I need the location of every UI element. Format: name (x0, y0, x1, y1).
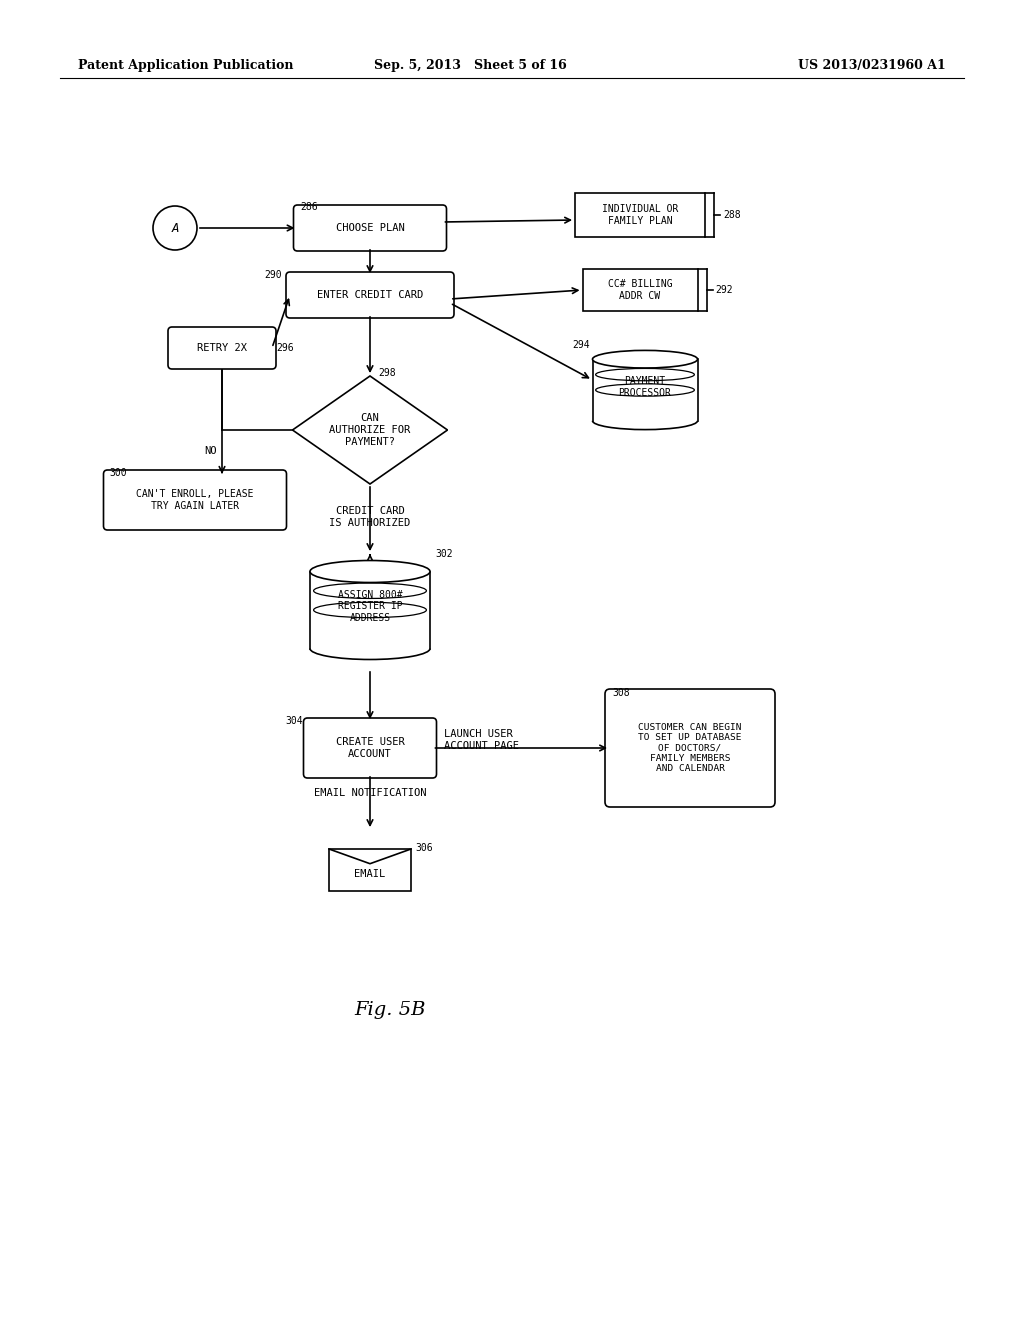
FancyBboxPatch shape (168, 327, 276, 370)
Bar (310, 572, 430, 648)
Text: 304: 304 (285, 715, 302, 726)
Bar (593, 359, 697, 421)
Text: 290: 290 (264, 271, 282, 280)
Text: CC# BILLING
ADDR CW: CC# BILLING ADDR CW (607, 280, 673, 301)
Text: 294: 294 (571, 341, 590, 350)
Text: Sep. 5, 2013   Sheet 5 of 16: Sep. 5, 2013 Sheet 5 of 16 (374, 58, 566, 71)
Text: 288: 288 (723, 210, 740, 220)
Text: 308: 308 (612, 688, 630, 698)
Polygon shape (293, 376, 447, 484)
Ellipse shape (593, 350, 697, 368)
Text: 306: 306 (415, 843, 432, 853)
Circle shape (153, 206, 197, 249)
Text: CREATE USER
ACCOUNT: CREATE USER ACCOUNT (336, 737, 404, 759)
FancyBboxPatch shape (294, 205, 446, 251)
Text: ENTER CREDIT CARD: ENTER CREDIT CARD (316, 290, 423, 300)
Text: NO: NO (205, 446, 217, 455)
Bar (583, 269, 697, 312)
Text: CREDIT CARD
IS AUTHORIZED: CREDIT CARD IS AUTHORIZED (330, 506, 411, 528)
Text: EMAIL: EMAIL (354, 869, 386, 879)
Text: CHOOSE PLAN: CHOOSE PLAN (336, 223, 404, 234)
Text: Patent Application Publication: Patent Application Publication (78, 58, 294, 71)
FancyBboxPatch shape (286, 272, 454, 318)
Text: PAYMENT
PROCESSOR: PAYMENT PROCESSOR (618, 376, 672, 397)
Text: A: A (171, 222, 179, 235)
FancyBboxPatch shape (103, 470, 287, 531)
Text: EMAIL NOTIFICATION: EMAIL NOTIFICATION (313, 788, 426, 799)
FancyBboxPatch shape (303, 718, 436, 777)
Text: US 2013/0231960 A1: US 2013/0231960 A1 (799, 58, 946, 71)
Text: ASSIGN 800#
REGISTER IP
ADDRESS: ASSIGN 800# REGISTER IP ADDRESS (338, 590, 402, 623)
Text: Fig. 5B: Fig. 5B (354, 1001, 426, 1019)
Text: INDIVIDUAL OR
FAMILY PLAN: INDIVIDUAL OR FAMILY PLAN (602, 205, 678, 226)
Bar (575, 193, 705, 238)
Text: CUSTOMER CAN BEGIN
TO SET UP DATABASE
OF DOCTORS/
FAMILY MEMBERS
AND CALENDAR: CUSTOMER CAN BEGIN TO SET UP DATABASE OF… (638, 723, 741, 774)
Text: 298: 298 (378, 368, 395, 378)
Text: CAN
AUTHORIZE FOR
PAYMENT?: CAN AUTHORIZE FOR PAYMENT? (330, 413, 411, 446)
Text: 300: 300 (110, 469, 127, 478)
Text: 286: 286 (300, 202, 318, 213)
Ellipse shape (310, 561, 430, 582)
Text: CAN'T ENROLL, PLEASE
TRY AGAIN LATER: CAN'T ENROLL, PLEASE TRY AGAIN LATER (136, 490, 254, 511)
Bar (329, 849, 411, 891)
Text: 292: 292 (716, 285, 733, 294)
Text: LAUNCH USER
ACCOUNT PAGE: LAUNCH USER ACCOUNT PAGE (444, 729, 519, 751)
Text: 302: 302 (435, 549, 453, 558)
Text: 296: 296 (276, 343, 294, 352)
Text: RETRY 2X: RETRY 2X (197, 343, 247, 352)
FancyBboxPatch shape (605, 689, 775, 807)
